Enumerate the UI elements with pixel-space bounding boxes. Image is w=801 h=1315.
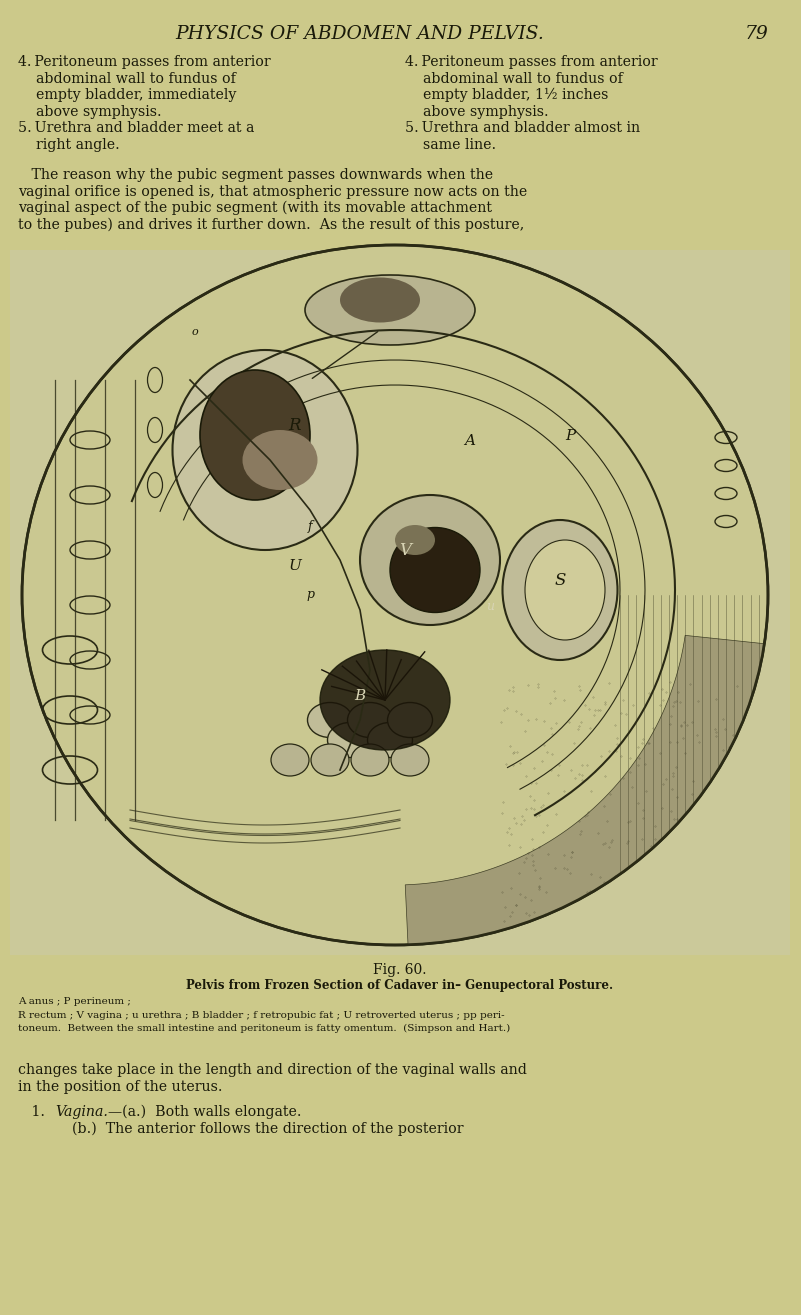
Text: PHYSICS OF ABDOMEN AND PELVIS.: PHYSICS OF ABDOMEN AND PELVIS.: [175, 25, 545, 43]
Ellipse shape: [502, 519, 618, 660]
Text: Fig. 60.: Fig. 60.: [373, 963, 427, 977]
Ellipse shape: [305, 275, 475, 345]
Text: above symphysis.: above symphysis.: [405, 104, 549, 118]
Text: changes take place in the length and direction of the vaginal walls and: changes take place in the length and dir…: [18, 1063, 527, 1077]
Ellipse shape: [311, 744, 349, 776]
Text: P: P: [565, 429, 575, 443]
Text: 5. Urethra and bladder almost in: 5. Urethra and bladder almost in: [405, 121, 640, 135]
Text: p: p: [306, 588, 314, 601]
Ellipse shape: [395, 525, 435, 555]
Text: 1.: 1.: [18, 1105, 48, 1119]
Text: S: S: [554, 572, 566, 589]
Text: R rectum ; V vagina ; u urethra ; B bladder ; f retropubic fat ; U retroverted u: R rectum ; V vagina ; u urethra ; B blad…: [18, 1010, 505, 1019]
Text: to the pubes) and drives it further down.  As the result of this posture,: to the pubes) and drives it further down…: [18, 217, 524, 231]
Text: U: U: [288, 559, 301, 573]
Text: same line.: same line.: [405, 138, 496, 151]
Text: 5. Urethra and bladder meet at a: 5. Urethra and bladder meet at a: [18, 121, 255, 135]
Text: Vagina.: Vagina.: [55, 1105, 108, 1119]
Ellipse shape: [243, 430, 317, 490]
Text: abdominal wall to fundus of: abdominal wall to fundus of: [18, 71, 235, 85]
Text: f: f: [308, 519, 312, 533]
Text: 4. Peritoneum passes from anterior: 4. Peritoneum passes from anterior: [18, 55, 271, 68]
Ellipse shape: [340, 277, 420, 322]
Ellipse shape: [388, 702, 433, 738]
Text: vaginal aspect of the pubic segment (with its movable attachment: vaginal aspect of the pubic segment (wit…: [18, 201, 492, 216]
Ellipse shape: [172, 350, 357, 550]
Ellipse shape: [348, 702, 392, 738]
Text: —(a.)  Both walls elongate.: —(a.) Both walls elongate.: [108, 1105, 301, 1119]
Text: empty bladder, immediately: empty bladder, immediately: [18, 88, 236, 103]
Text: u: u: [486, 600, 494, 613]
Text: o: o: [191, 327, 199, 337]
Text: 4. Peritoneum passes from anterior: 4. Peritoneum passes from anterior: [405, 55, 658, 68]
Text: right angle.: right angle.: [18, 138, 120, 151]
Text: (b.)  The anterior follows the direction of the posterior: (b.) The anterior follows the direction …: [18, 1122, 464, 1136]
Ellipse shape: [328, 722, 372, 757]
Ellipse shape: [22, 245, 768, 945]
Ellipse shape: [320, 650, 450, 750]
Ellipse shape: [308, 702, 352, 738]
Text: The reason why the pubic segment passes downwards when the: The reason why the pubic segment passes …: [18, 168, 493, 181]
Text: R: R: [288, 417, 301, 434]
Ellipse shape: [368, 722, 413, 757]
Ellipse shape: [390, 527, 480, 613]
Text: V: V: [399, 542, 411, 559]
Ellipse shape: [525, 540, 605, 640]
Ellipse shape: [200, 370, 310, 500]
Ellipse shape: [391, 744, 429, 776]
Ellipse shape: [271, 744, 309, 776]
Text: A: A: [465, 434, 476, 448]
Text: in the position of the uterus.: in the position of the uterus.: [18, 1080, 223, 1094]
Text: toneum.  Between the small intestine and peritoneum is fatty omentum.  (Simpson : toneum. Between the small intestine and …: [18, 1023, 510, 1032]
Text: Pelvis from Frozen Section of Cadaver in– Genupectoral Posture.: Pelvis from Frozen Section of Cadaver in…: [187, 980, 614, 993]
Text: abdominal wall to fundus of: abdominal wall to fundus of: [405, 71, 623, 85]
Polygon shape: [405, 635, 764, 944]
Text: B: B: [354, 689, 365, 704]
Text: A anus ; P perineum ;: A anus ; P perineum ;: [18, 998, 131, 1006]
Ellipse shape: [351, 744, 389, 776]
Ellipse shape: [360, 494, 500, 625]
Text: vaginal orifice is opened is, that atmospheric pressure now acts on the: vaginal orifice is opened is, that atmos…: [18, 184, 527, 199]
Text: empty bladder, 1½ inches: empty bladder, 1½ inches: [405, 88, 609, 103]
Text: above symphysis.: above symphysis.: [18, 104, 162, 118]
Text: 79: 79: [744, 25, 768, 43]
Bar: [10, 250, 790, 955]
